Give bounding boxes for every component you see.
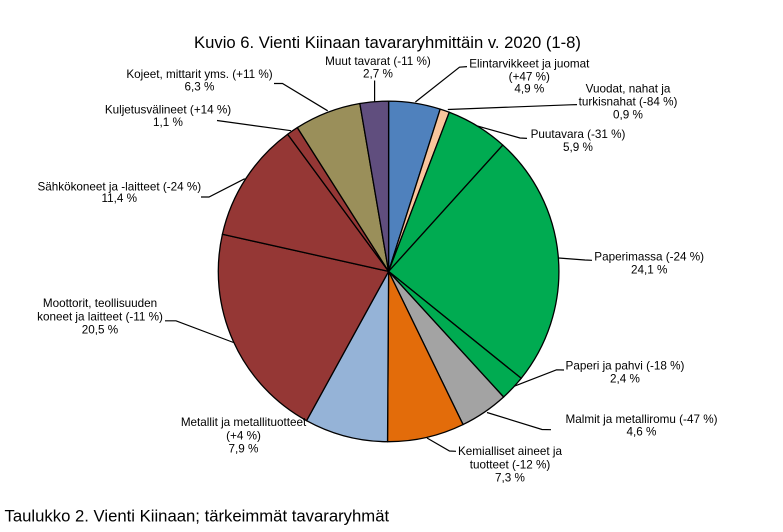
svg-text:Kuljetusvälineet (+14 %): Kuljetusvälineet (+14 %) (105, 104, 231, 117)
svg-text:Moottorit, teollisuuden: Moottorit, teollisuuden (43, 297, 157, 310)
svg-text:7,3 %: 7,3 % (495, 471, 525, 484)
svg-text:turkisnahat (-84 %): turkisnahat (-84 %) (579, 95, 678, 108)
svg-text:4,9 %: 4,9 % (514, 83, 544, 96)
svg-text:2,7 %: 2,7 % (363, 68, 393, 81)
svg-text:2,4 %: 2,4 % (610, 372, 640, 385)
svg-text:Kemialliset aineet ja: Kemialliset aineet ja (458, 445, 562, 458)
svg-text:7,9 %: 7,9 % (229, 443, 259, 456)
svg-text:(+4 %): (+4 %) (226, 430, 261, 443)
svg-text:24,1 %: 24,1 % (631, 264, 667, 277)
svg-text:Metallit ja metallituotteet: Metallit ja metallituotteet (181, 416, 307, 429)
svg-text:6,3 %: 6,3 % (185, 80, 215, 93)
svg-text:Kojeet, mittarit yms. (+11 %): Kojeet, mittarit yms. (+11 %) (126, 68, 272, 81)
svg-text:Vuodat, nahat ja: Vuodat, nahat ja (586, 82, 671, 95)
svg-text:Paperi ja pahvi (-18 %): Paperi ja pahvi (-18 %) (566, 360, 685, 373)
svg-text:11,4 %: 11,4 % (102, 192, 138, 205)
svg-text:koneet ja laitteet (-11 %): koneet ja laitteet (-11 %) (37, 310, 163, 323)
svg-text:4,6 %: 4,6 % (627, 426, 657, 439)
svg-text:1,1 %: 1,1 % (153, 116, 183, 129)
svg-text:Elintarvikkeet ja juomat: Elintarvikkeet ja juomat (469, 58, 590, 71)
svg-text:Puutavara (-31 %): Puutavara (-31 %) (531, 128, 626, 141)
svg-text:tuotteet (-12 %): tuotteet (-12 %) (470, 458, 551, 471)
svg-text:0,9 %: 0,9 % (613, 109, 643, 122)
svg-text:Sähkökoneet ja -laitteet (-24: Sähkökoneet ja -laitteet (-24 %) (37, 181, 201, 194)
svg-text:Muut tavarat (-11 %): Muut tavarat (-11 %) (325, 55, 431, 68)
svg-text:Paperimassa (-24 %): Paperimassa (-24 %) (594, 251, 704, 264)
svg-text:(+47 %): (+47 %) (509, 71, 550, 84)
svg-text:Kuvio 6. Vienti Kiinaan tavara: Kuvio 6. Vienti Kiinaan tavararyhmittäin… (194, 33, 581, 52)
svg-text:Taulukko 2. Vienti Kiinaan; tä: Taulukko 2. Vienti Kiinaan; tärkeimmät t… (5, 507, 390, 526)
svg-text:Malmit ja metalliromu (-47 %): Malmit ja metalliromu (-47 %) (566, 413, 718, 426)
svg-text:20,5 %: 20,5 % (82, 323, 118, 336)
svg-text:5,9 %: 5,9 % (563, 141, 593, 154)
